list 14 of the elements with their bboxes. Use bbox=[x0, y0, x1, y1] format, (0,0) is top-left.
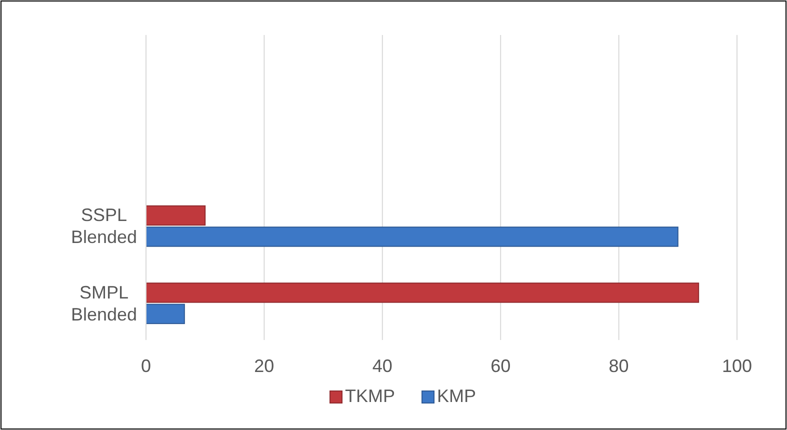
x-tick-label: 0 bbox=[140, 356, 152, 376]
x-tick-label: 40 bbox=[372, 356, 392, 376]
y-tick-label: SMPL Blended bbox=[70, 282, 138, 324]
x-tick-label: 100 bbox=[722, 356, 752, 376]
bar bbox=[146, 205, 206, 226]
legend-label: TKMP bbox=[345, 386, 396, 406]
y-tick-label: SSPL Blended bbox=[70, 205, 138, 248]
bar bbox=[146, 282, 700, 303]
bar bbox=[146, 226, 678, 247]
x-tick-label: 80 bbox=[608, 356, 629, 376]
bar bbox=[146, 304, 185, 324]
legend-label: KMP bbox=[437, 386, 476, 406]
x-tick-label: 20 bbox=[254, 356, 274, 376]
x-tick-label: 60 bbox=[490, 356, 511, 376]
